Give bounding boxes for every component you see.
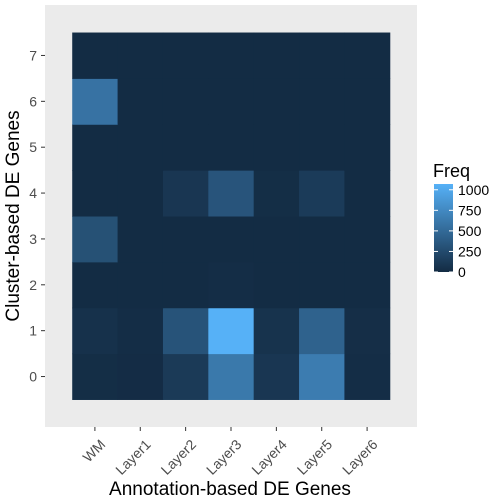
heatmap-cell [117, 170, 164, 217]
heatmap-cell [253, 170, 300, 217]
heatmap-cell [72, 78, 119, 125]
heatmap-cell [72, 307, 119, 355]
legend-colorbar [434, 184, 453, 272]
heatmap-cell [162, 78, 209, 125]
legend-tick-label: 500 [458, 223, 482, 239]
x-tick-label: Layer6 [339, 436, 381, 478]
y-tick-label: 1 [29, 323, 37, 339]
heatmap-cell [208, 78, 255, 125]
x-axis: WM Layer1 Layer2 Layer3 Layer4 Layer5 Layer6 [79, 427, 381, 478]
heatmap-cell [162, 261, 209, 309]
heatmap-cell [72, 216, 119, 263]
legend-tick-label: 250 [458, 243, 482, 259]
heatmap-cell [253, 124, 300, 171]
heatmap-cell [72, 261, 119, 309]
heatmap-cell [72, 170, 119, 217]
heatmap-cell [208, 170, 255, 217]
heatmap-cell [344, 32, 391, 79]
x-axis-title: Annotation-based DE Genes [109, 479, 351, 500]
heatmap-cell [72, 124, 119, 171]
heatmap-cell [253, 78, 300, 125]
heatmap-tiles [72, 32, 391, 400]
x-tick-label: Layer3 [203, 436, 245, 478]
y-tick-label: 0 [29, 369, 37, 385]
y-tick-label: 7 [29, 47, 37, 63]
legend-tick-label: 750 [458, 202, 482, 218]
heatmap-cell [162, 353, 209, 400]
heatmap-cell [117, 307, 164, 355]
heatmap-cell [299, 307, 345, 355]
heatmap-cell [299, 170, 345, 217]
heatmap-cell [117, 353, 164, 400]
heatmap-cell [344, 261, 391, 309]
y-tick-label: 3 [29, 231, 37, 247]
heatmap-cell [72, 32, 119, 79]
heatmap-cell [253, 307, 300, 355]
heatmap-cell [253, 32, 300, 79]
x-tick-label: WM [79, 436, 108, 465]
heatmap-cell [299, 78, 345, 125]
heatmap-cell [117, 261, 164, 309]
heatmap-cell [208, 32, 255, 79]
heatmap-cell [299, 124, 345, 171]
y-tick-label: 5 [29, 139, 37, 155]
heatmap-cell [208, 124, 255, 171]
heatmap-cell [162, 216, 209, 263]
heatmap-cell [162, 170, 209, 217]
heatmap-cell [162, 124, 209, 171]
heatmap-cell [117, 124, 164, 171]
heatmap-cell [344, 216, 391, 263]
color-legend: Freq 0 250 500 750 1000 [433, 161, 489, 280]
x-tick-label: Layer5 [294, 436, 336, 478]
heatmap-cell [299, 353, 345, 400]
heatmap-cell [344, 78, 391, 125]
heatmap-cell [299, 32, 345, 79]
x-tick-label: Layer2 [158, 436, 200, 478]
heatmap-cell [162, 32, 209, 79]
y-tick-label: 2 [29, 277, 37, 293]
y-axis-title: Cluster-based DE Genes [3, 110, 24, 321]
heatmap-cell [208, 353, 255, 400]
legend-tick-label: 1000 [458, 182, 489, 198]
y-tick-label: 4 [29, 185, 37, 201]
x-tick-label: Layer1 [112, 436, 154, 478]
x-tick-label: Layer4 [248, 436, 290, 478]
heatmap-cell [253, 261, 300, 309]
heatmap-cell [208, 307, 255, 355]
heatmap-cell [117, 32, 164, 79]
heatmap-cell [72, 353, 119, 400]
legend-title: Freq [433, 161, 470, 181]
heatmap-cell [344, 307, 391, 355]
heatmap-cell [208, 216, 255, 263]
heatmap-cell [299, 216, 345, 263]
y-tick-label: 6 [29, 93, 37, 109]
heatmap-cell [344, 124, 391, 171]
heatmap-cell [253, 353, 300, 400]
legend-tick-label: 0 [458, 264, 466, 280]
heatmap-cell [344, 353, 391, 400]
y-axis: 0 1 2 3 4 5 6 7 [29, 47, 45, 385]
heatmap-cell [117, 216, 164, 263]
heatmap-cell [208, 261, 255, 309]
heatmap-cell [253, 216, 300, 263]
heatmap-cell [117, 78, 164, 125]
heatmap-cell [299, 261, 345, 309]
heatmap-cell [162, 307, 209, 355]
heatmap-cell [344, 170, 391, 217]
